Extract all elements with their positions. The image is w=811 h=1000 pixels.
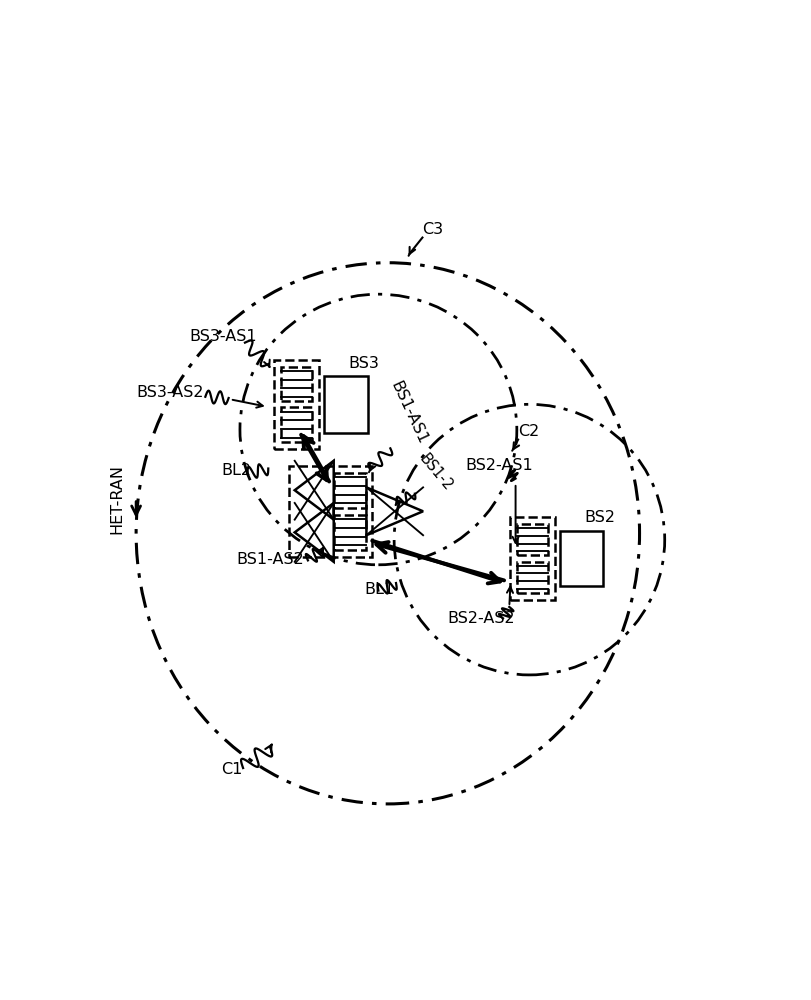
Text: BS2-AS1: BS2-AS1 xyxy=(465,458,532,473)
Bar xyxy=(560,531,603,586)
Bar xyxy=(289,466,371,557)
Text: BS1-AS1: BS1-AS1 xyxy=(388,378,430,446)
Text: C1: C1 xyxy=(221,762,242,777)
Text: C2: C2 xyxy=(517,424,539,439)
Text: C3: C3 xyxy=(422,222,443,237)
Bar xyxy=(509,517,555,600)
Text: BL1: BL1 xyxy=(364,582,394,597)
Text: BS3-AS2: BS3-AS2 xyxy=(136,385,204,400)
Text: BS1-AS2: BS1-AS2 xyxy=(237,552,304,567)
Bar xyxy=(333,473,366,508)
Text: BS1-2: BS1-2 xyxy=(416,452,455,494)
Text: BS2: BS2 xyxy=(584,510,615,525)
Bar xyxy=(324,376,367,433)
Bar xyxy=(333,515,366,550)
Bar xyxy=(517,524,547,555)
Text: BS3: BS3 xyxy=(348,356,379,371)
Text: BS2-AS2: BS2-AS2 xyxy=(447,611,515,626)
Bar xyxy=(273,360,319,449)
Text: BS3-AS1: BS3-AS1 xyxy=(190,329,257,344)
Bar xyxy=(281,367,311,401)
Text: HET-RAN: HET-RAN xyxy=(109,464,125,534)
Text: BL2: BL2 xyxy=(221,463,251,478)
Bar xyxy=(517,562,547,593)
Bar xyxy=(281,407,311,442)
